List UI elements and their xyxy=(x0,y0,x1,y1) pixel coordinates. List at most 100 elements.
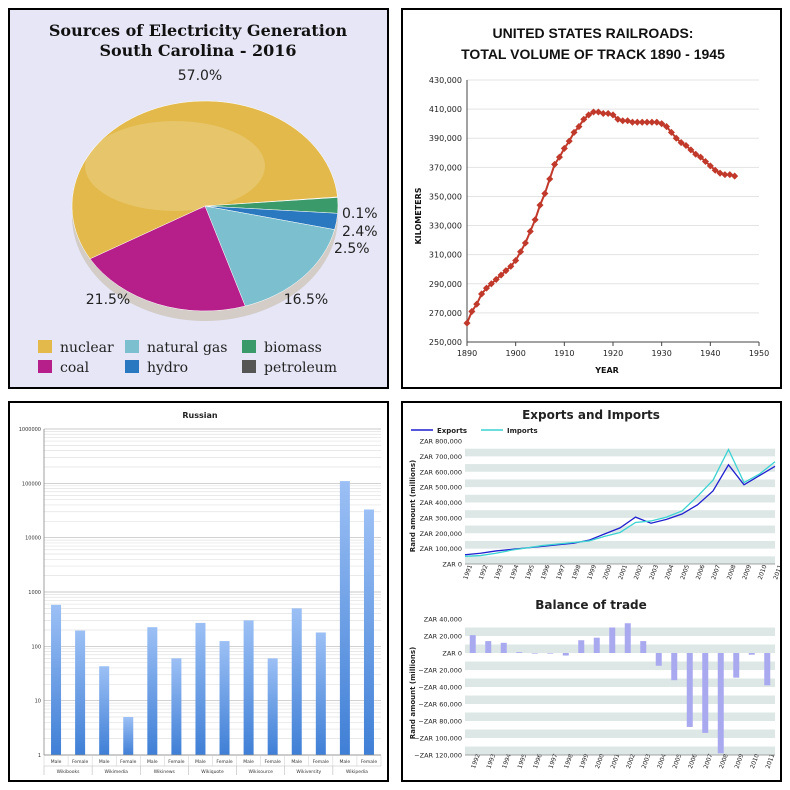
trade-bottom-xtick-label: 1996 xyxy=(532,753,544,770)
trade-balance-bar xyxy=(485,641,492,653)
trade-top-ytick-label: ZAR 700,000 xyxy=(420,453,462,461)
trade-top-ytick-label: ZAR 300,000 xyxy=(420,514,462,522)
railroads-chart-panel: UNITED STATES RAILROADS: TOTAL VOLUME OF… xyxy=(401,8,782,389)
pie-slice-nuclear xyxy=(71,100,338,260)
ru-category-label: Female xyxy=(72,759,89,765)
pie-legend-label-coal: coal xyxy=(60,360,90,376)
trade-bottom-ytick-label: ZAR 40,000 xyxy=(424,616,462,624)
ru-ytick-label: 100 xyxy=(31,644,41,650)
trade-bottom-xtick-label: 2006 xyxy=(687,753,699,770)
rail-title: UNITED STATES RAILROADS: xyxy=(493,25,694,41)
rail-ylabel: KILOMETERS xyxy=(414,187,423,244)
rail-ytick-label: 350,000 xyxy=(429,192,462,201)
trade-bottom-ytick-label: −ZAR 60,000 xyxy=(418,701,462,709)
rail-xtick-label: 1940 xyxy=(700,349,720,358)
rail-xtick-label: 1900 xyxy=(505,349,525,358)
trade-balance-bar xyxy=(733,653,740,678)
rail-point xyxy=(599,109,607,118)
trade-bottom-band xyxy=(465,678,775,687)
trade-top-band xyxy=(465,479,775,488)
trade-bottom-xtick-label: 2000 xyxy=(594,753,606,770)
trade-top-xtick-label: 1997 xyxy=(555,564,567,581)
trade-bottom-band xyxy=(465,644,775,653)
ru-ytick-label: 10 xyxy=(35,699,41,705)
trade-bottom-ytick-label: ZAR 20,000 xyxy=(424,633,462,641)
ru-group-label: Wikiversity xyxy=(296,769,321,775)
rail-point xyxy=(711,166,719,174)
rail-point xyxy=(478,290,486,298)
pie-label-biomass: 2.4% xyxy=(342,224,378,240)
rail-point xyxy=(531,216,539,224)
rail-point xyxy=(609,111,617,119)
pie-slice-coal xyxy=(89,205,246,312)
ru-bar xyxy=(171,658,182,755)
ru-ytick-label: 100000 xyxy=(22,481,41,487)
ru-bar xyxy=(363,509,374,755)
trade-legend-label-imports: Imports xyxy=(507,427,538,435)
rail-point xyxy=(468,307,476,315)
rail-ytick-label: 430,000 xyxy=(429,76,462,85)
trade-bottom-band xyxy=(465,627,775,636)
trade-balance-bar xyxy=(686,653,693,727)
trade-top-xtick-label: 2002 xyxy=(633,564,645,581)
trade-top-xtick-label: 1994 xyxy=(509,564,521,581)
rail-point xyxy=(682,141,690,150)
ru-bar xyxy=(51,604,62,755)
ru-category-label: Female xyxy=(265,759,282,765)
pie-legend-swatch-biomass xyxy=(242,340,256,353)
rail-ytick-label: 330,000 xyxy=(429,222,462,231)
ru-category-label: Male xyxy=(195,759,206,765)
pie-legend-swatch-nuclear xyxy=(38,340,52,353)
ru-category-label: Female xyxy=(313,759,330,765)
pie-legend-swatch-petroleum xyxy=(242,360,256,373)
ru-group-label: Wikisource xyxy=(248,769,273,775)
trade-top-xtick-label: 2011 xyxy=(772,564,780,581)
trade-bottom-xtick-label: 1993 xyxy=(486,753,498,770)
ru-bar xyxy=(267,658,278,755)
trade-bottom-band xyxy=(465,712,775,721)
trade-bottom-xtick-label: 2011 xyxy=(765,753,777,770)
trade-balance-bar xyxy=(624,623,631,653)
ru-bar xyxy=(99,666,110,755)
trade-bottom-xtick-label: 2010 xyxy=(749,753,761,770)
trade-balance-bar xyxy=(717,653,724,754)
trade-top-xtick-label: 2005 xyxy=(679,564,691,581)
rail-point xyxy=(487,280,495,288)
rail-point xyxy=(701,157,710,166)
trade-bottom-ylabel: Rand amount (millions) xyxy=(409,647,417,739)
trade-top-xtick-label: 1998 xyxy=(571,564,583,581)
pie-label-petroleum: 0.1% xyxy=(342,206,378,222)
rail-ytick-label: 370,000 xyxy=(429,163,462,172)
trade-bottom-ytick-label: −ZAR 100,000 xyxy=(414,735,462,743)
pie-legend-label-petroleum: petroleum xyxy=(264,360,337,376)
trade-bottom-xtick-label: 1998 xyxy=(563,753,575,770)
trade-bottom-ytick-label: ZAR 0 xyxy=(442,650,462,658)
pie-chart: Sources of Electricity Generation South … xyxy=(38,21,378,376)
trade-bottom-xtick-label: 2001 xyxy=(610,753,622,770)
rail-point xyxy=(473,300,481,308)
pie-label-natural-gas: 16.5% xyxy=(284,292,328,308)
trade-top-xtick-label: 1993 xyxy=(493,564,505,581)
trade-top-xtick-label: 1992 xyxy=(478,564,490,581)
ru-ytick-label: 1000 xyxy=(28,590,41,596)
pie-legend-swatch-coal xyxy=(38,360,52,373)
trade-top-ytick-label: ZAR 500,000 xyxy=(420,484,462,492)
pie-label-nuclear: 57.0% xyxy=(178,68,222,84)
pie-subtitle: South Carolina - 2016 xyxy=(99,41,296,60)
rail-ytick-label: 390,000 xyxy=(429,134,462,143)
trade-top-ytick-label: ZAR 400,000 xyxy=(420,499,462,507)
trade-top-ytick-label: ZAR 600,000 xyxy=(420,468,462,476)
trade-top-band xyxy=(465,448,775,457)
trade-balance-bar xyxy=(671,653,678,681)
rail-ytick-label: 310,000 xyxy=(429,251,462,260)
rail-xlabel: YEAR xyxy=(594,366,619,375)
rail-point xyxy=(565,137,573,145)
trade-series-imports xyxy=(464,447,776,557)
trade-balance-bar xyxy=(748,653,755,655)
pie-legend-swatch-natural-gas xyxy=(125,340,139,353)
trade-top-ylabel: Rand amount (millions) xyxy=(409,460,417,552)
rail-point xyxy=(560,144,568,152)
trade-top-xtick-label: 2010 xyxy=(757,564,769,581)
trade-legend-label-exports: Exports xyxy=(437,427,467,435)
trade-balance-bar xyxy=(469,635,476,653)
